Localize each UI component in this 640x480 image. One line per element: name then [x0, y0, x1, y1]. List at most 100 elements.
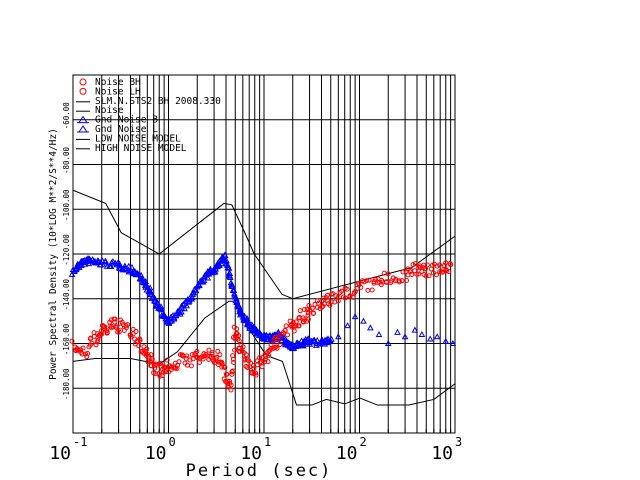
- data-point-circle: [184, 353, 190, 359]
- data-point-triangle: [351, 313, 359, 320]
- data-point-triangle: [313, 336, 321, 344]
- x-tick-exponent: 2: [360, 435, 367, 449]
- legend-circle-icon: [79, 78, 87, 86]
- data-point-circle: [85, 350, 91, 356]
- data-point-circle: [219, 359, 225, 365]
- data-point-circle: [200, 356, 206, 362]
- data-point-circle: [128, 334, 134, 340]
- data-point-circle: [366, 277, 372, 283]
- data-point-triangle: [179, 300, 187, 308]
- series-gnd-noise-b: [68, 251, 335, 352]
- data-point-triangle: [218, 260, 225, 267]
- x-tick-base: 10: [240, 443, 262, 464]
- x-tick-exponent: 3: [455, 435, 462, 449]
- data-point-triangle: [367, 324, 374, 331]
- x-tick-base: 10: [145, 443, 167, 464]
- data-point-triangle: [394, 328, 401, 335]
- data-point-circle: [358, 284, 364, 290]
- data-point-triangle: [98, 257, 106, 264]
- data-point-circle: [267, 347, 273, 353]
- data-point-circle: [414, 271, 420, 277]
- data-point-circle: [89, 340, 95, 346]
- data-point-circle: [228, 382, 234, 388]
- data-point-circle: [423, 273, 429, 279]
- data-point-triangle: [295, 340, 303, 347]
- x-tick-base: 10: [431, 443, 453, 464]
- data-point-circle: [440, 269, 446, 275]
- plot-frame: [72, 74, 456, 434]
- data-point-circle: [230, 353, 236, 359]
- data-point-circle: [259, 364, 265, 370]
- data-point-circle: [319, 304, 325, 310]
- x-tick-label: 100: [145, 435, 176, 464]
- data-point-circle: [412, 261, 418, 267]
- legend-item: LOW NOISE MODEL: [76, 133, 181, 144]
- legend-item: Gnd Noise B: [77, 115, 158, 126]
- data-point-circle: [79, 351, 85, 357]
- data-point-circle: [123, 325, 129, 331]
- data-point-circle: [305, 316, 311, 322]
- data-point-triangle: [126, 267, 134, 274]
- data-point-circle: [243, 352, 249, 358]
- data-point-circle: [344, 286, 350, 292]
- data-point-circle: [231, 360, 237, 366]
- data-point-triangle: [216, 261, 223, 268]
- y-tick-labels: -60.00 -80.00 -100.00 -120.00 -140.00 -160.00…: [62, 102, 71, 400]
- data-point-circle: [236, 338, 242, 344]
- legend-item: Noise LH: [79, 86, 141, 97]
- legend-item: Noise: [76, 105, 124, 116]
- data-point-triangle: [360, 317, 367, 324]
- legend-label: HIGH NOISE MODEL: [95, 143, 187, 154]
- data-point-circle: [443, 260, 449, 266]
- data-point-triangle: [68, 270, 76, 277]
- data-point-circle: [262, 356, 268, 362]
- data-point-circle: [237, 348, 243, 354]
- data-point-circle: [144, 346, 150, 352]
- data-point-circle: [197, 359, 203, 365]
- legend-label: SLM.N.STS2 BH 2008.330: [95, 96, 221, 107]
- data-point-circle: [304, 307, 310, 313]
- data-point-circle: [232, 347, 238, 353]
- data-point-circle: [274, 336, 280, 342]
- data-point-circle: [335, 298, 341, 304]
- data-point-triangle: [375, 331, 383, 338]
- data-point-circle: [297, 308, 303, 314]
- data-point-circle: [128, 332, 134, 338]
- data-point-circle: [187, 357, 193, 363]
- legend-triangle-icon: [77, 115, 89, 124]
- series-gnd-noise-l: [334, 313, 457, 346]
- y-tick-label: -60.00: [62, 102, 71, 130]
- data-point-circle: [152, 365, 158, 371]
- data-point-circle: [309, 305, 315, 311]
- series-noise-bh: [69, 316, 295, 393]
- data-point-circle: [215, 348, 221, 354]
- data-point-circle: [289, 324, 295, 330]
- data-point-circle: [410, 262, 416, 268]
- data-point-circle: [236, 333, 242, 339]
- data-point-circle: [293, 323, 299, 329]
- data-point-circle: [117, 324, 123, 330]
- data-point-circle: [112, 316, 118, 322]
- data-point-triangle: [207, 268, 215, 275]
- data-point-circle: [320, 295, 326, 301]
- data-point-triangle: [128, 263, 136, 270]
- data-point-circle: [248, 360, 254, 366]
- data-point-triangle: [426, 335, 434, 342]
- data-point-triangle: [125, 262, 133, 269]
- data-point-circle: [350, 294, 356, 300]
- series-noise-lh: [290, 260, 454, 334]
- data-point-triangle: [108, 259, 115, 266]
- data-point-circle: [364, 278, 370, 284]
- data-point-circle: [222, 365, 228, 371]
- data-point-circle: [400, 269, 406, 275]
- data-point-circle: [95, 337, 101, 343]
- data-point-triangle: [442, 337, 450, 344]
- data-point-circle: [174, 365, 180, 371]
- data-point-circle: [214, 354, 220, 360]
- data-point-circle: [409, 271, 415, 277]
- data-point-circle: [262, 359, 268, 365]
- data-point-circle: [296, 323, 302, 329]
- y-tick-label: -100.00: [62, 189, 71, 221]
- data-point-triangle: [328, 335, 335, 342]
